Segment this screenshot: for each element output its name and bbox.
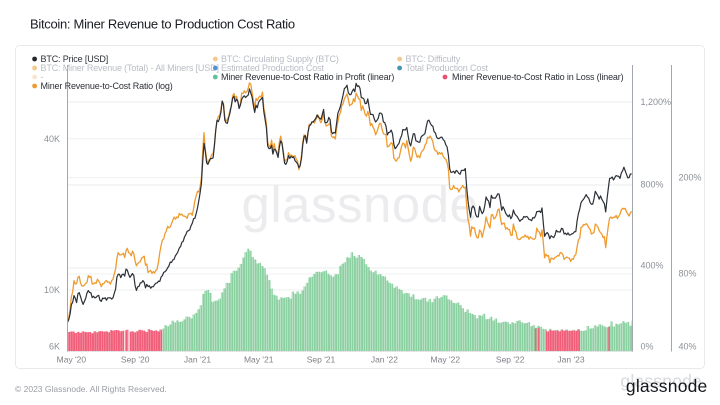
svg-text:BTC: Price [USD]: BTC: Price [USD]	[41, 54, 109, 64]
svg-text:May '20: May '20	[57, 355, 87, 365]
svg-text:Miner Revenue-to-Cost Ratio (l: Miner Revenue-to-Cost Ratio (log)	[41, 81, 173, 91]
svg-text:BTC: Difficulty: BTC: Difficulty	[406, 54, 461, 64]
svg-text:Sep '21: Sep '21	[307, 355, 336, 365]
svg-text:Total Production Cost: Total Production Cost	[406, 63, 489, 73]
svg-text:400%: 400%	[641, 260, 664, 270]
svg-text:Jan '22: Jan '22	[371, 355, 398, 365]
svg-text:Estimated Production Cost: Estimated Production Cost	[221, 63, 324, 73]
svg-text:0%: 0%	[641, 341, 654, 351]
svg-text:May '22: May '22	[431, 355, 461, 365]
svg-text:Miner Revenue-to-Cost Ratio in: Miner Revenue-to-Cost Ratio in Profit (l…	[221, 72, 394, 82]
svg-text:glassnode: glassnode	[620, 371, 702, 391]
svg-text:BTC: Miner Revenue (Total) - A: BTC: Miner Revenue (Total) - All Miners …	[41, 63, 219, 73]
svg-text:glassnode: glassnode	[626, 376, 708, 396]
svg-text:© 2023 Glassnode. All Rights R: © 2023 Glassnode. All Rights Reserved.	[15, 384, 167, 394]
svg-text:1,200%: 1,200%	[641, 97, 672, 107]
svg-text:6K: 6K	[49, 341, 60, 351]
svg-text:Miner Revenue-to-Cost Ratio in: Miner Revenue-to-Cost Ratio in Loss (lin…	[452, 72, 624, 82]
svg-text:Sep '20: Sep '20	[121, 355, 150, 365]
svg-text:40%: 40%	[679, 341, 697, 351]
svg-text:Jan '23: Jan '23	[557, 355, 584, 365]
svg-text:-: -	[41, 72, 44, 82]
svg-text:800%: 800%	[641, 180, 664, 190]
svg-text:BTC: Circulating Supply (BTC): BTC: Circulating Supply (BTC)	[221, 54, 339, 64]
svg-text:Jan '21: Jan '21	[184, 355, 211, 365]
svg-text:May '21: May '21	[244, 355, 274, 365]
svg-text:Bitcoin: Miner Revenue to Prod: Bitcoin: Miner Revenue to Production Cos…	[30, 17, 295, 32]
svg-text:Sep '22: Sep '22	[496, 355, 525, 365]
svg-text:10K: 10K	[44, 285, 60, 295]
svg-text:40K: 40K	[44, 134, 60, 144]
svg-text:200%: 200%	[679, 173, 702, 183]
svg-text:80%: 80%	[679, 269, 697, 279]
